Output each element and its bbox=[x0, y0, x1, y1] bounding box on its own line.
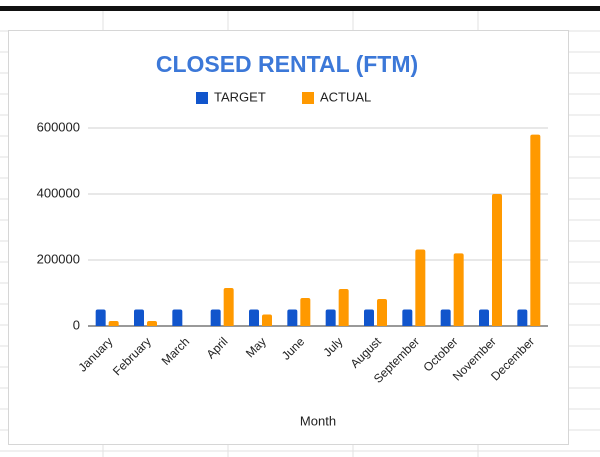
bar bbox=[492, 194, 502, 326]
bar bbox=[134, 309, 144, 326]
legend-label: ACTUAL bbox=[320, 89, 371, 104]
bar bbox=[338, 289, 349, 326]
bar bbox=[210, 309, 221, 326]
bar bbox=[364, 309, 374, 326]
bar bbox=[172, 309, 183, 326]
bar bbox=[95, 309, 106, 326]
bar bbox=[453, 253, 464, 326]
bar bbox=[325, 309, 336, 326]
bar bbox=[223, 288, 234, 326]
y-tick-label: 400000 bbox=[37, 185, 80, 200]
bar bbox=[377, 298, 387, 326]
bar bbox=[517, 309, 528, 326]
bar bbox=[108, 321, 119, 326]
bar bbox=[287, 309, 298, 326]
bar bbox=[249, 309, 259, 326]
x-axis-label: Month bbox=[300, 413, 336, 428]
bar bbox=[440, 309, 451, 326]
bar bbox=[530, 134, 541, 326]
legend-swatch bbox=[302, 92, 314, 104]
bar bbox=[300, 297, 311, 326]
bar bbox=[262, 314, 272, 326]
y-tick-label: 200000 bbox=[37, 251, 80, 266]
legend-label: TARGET bbox=[214, 89, 266, 104]
bar bbox=[415, 249, 426, 326]
chart-title: CLOSED RENTAL (FTM) bbox=[156, 51, 418, 77]
bar bbox=[402, 309, 413, 326]
toolbar-gap bbox=[0, 0, 600, 10]
y-tick-label: 0 bbox=[73, 317, 80, 332]
chart-card bbox=[8, 30, 569, 445]
y-tick-label: 600000 bbox=[37, 119, 80, 134]
legend-swatch bbox=[196, 92, 208, 104]
bar bbox=[479, 309, 489, 326]
bar bbox=[147, 321, 157, 326]
top-border bbox=[0, 6, 600, 11]
